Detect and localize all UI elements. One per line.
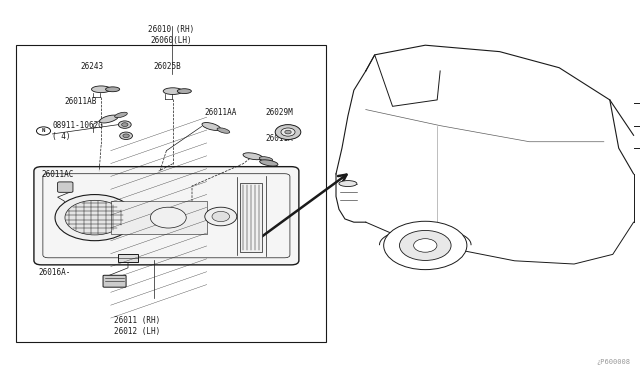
Ellipse shape	[202, 122, 220, 131]
Circle shape	[118, 121, 131, 128]
Ellipse shape	[177, 89, 191, 94]
Text: 26011AB: 26011AB	[64, 97, 97, 106]
Circle shape	[281, 128, 295, 136]
Circle shape	[383, 221, 467, 270]
Circle shape	[122, 123, 128, 126]
Text: 26011AC: 26011AC	[42, 170, 74, 179]
Circle shape	[205, 207, 237, 226]
FancyBboxPatch shape	[103, 275, 126, 287]
Text: ¿P600008: ¿P600008	[596, 359, 630, 365]
Circle shape	[413, 239, 437, 252]
Text: 26025B: 26025B	[154, 62, 181, 71]
Circle shape	[65, 200, 124, 235]
Ellipse shape	[259, 157, 273, 161]
Circle shape	[55, 195, 134, 241]
Circle shape	[120, 132, 132, 140]
Ellipse shape	[115, 112, 127, 118]
Ellipse shape	[163, 88, 182, 94]
Bar	[240, 183, 262, 252]
Ellipse shape	[100, 115, 118, 123]
Circle shape	[150, 207, 186, 228]
Circle shape	[212, 211, 230, 222]
Ellipse shape	[339, 180, 357, 186]
Ellipse shape	[106, 87, 120, 92]
Circle shape	[285, 130, 291, 134]
Ellipse shape	[260, 160, 278, 166]
FancyBboxPatch shape	[58, 182, 73, 192]
Ellipse shape	[243, 153, 262, 160]
Text: 26029M: 26029M	[266, 108, 293, 117]
Circle shape	[399, 230, 451, 260]
Text: N: N	[42, 128, 45, 134]
Text: 26011 (RH)
26012 (LH): 26011 (RH) 26012 (LH)	[115, 316, 161, 336]
Circle shape	[275, 125, 301, 140]
Circle shape	[123, 134, 129, 138]
Text: 26243: 26243	[80, 62, 103, 71]
Text: 26010 (RH)
26060(LH): 26010 (RH) 26060(LH)	[148, 25, 195, 45]
Ellipse shape	[92, 86, 111, 93]
Bar	[16, 45, 326, 342]
Text: 26011A: 26011A	[266, 134, 293, 143]
Ellipse shape	[217, 128, 230, 133]
Text: 26016A-: 26016A-	[38, 268, 71, 277]
Text: 08911-1062G
( 4): 08911-1062G ( 4)	[52, 121, 103, 141]
Text: 26011AA: 26011AA	[205, 108, 237, 117]
FancyBboxPatch shape	[34, 167, 299, 265]
Bar	[111, 201, 207, 234]
Circle shape	[36, 127, 51, 135]
Bar	[118, 254, 138, 262]
